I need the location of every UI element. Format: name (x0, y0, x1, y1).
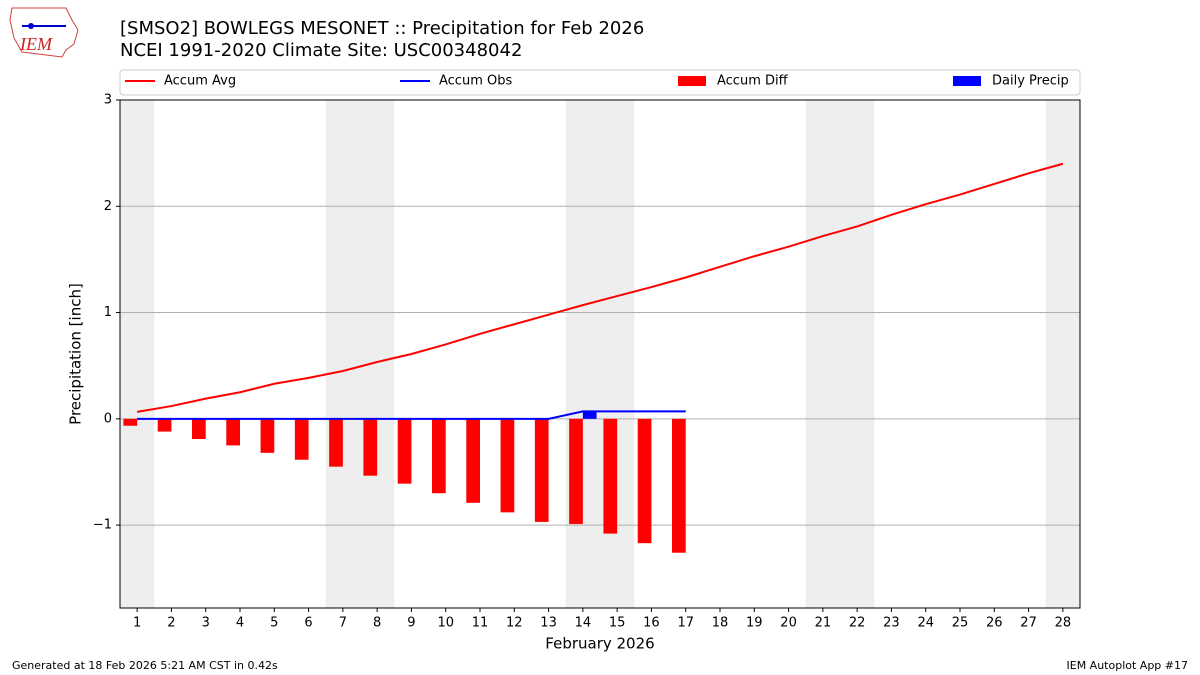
legend-label: Accum Diff (717, 74, 789, 89)
x-tick-label: 6 (304, 616, 312, 631)
footer-right: IEM Autoplot App #17 (1067, 659, 1189, 672)
shaded-day (325, 100, 360, 608)
x-tick-label: 23 (883, 616, 900, 631)
legend-box (119, 69, 1081, 96)
shaded-day (1045, 100, 1080, 608)
line (137, 410, 686, 420)
x-tick-label: 16 (643, 616, 660, 631)
bar (466, 418, 480, 503)
logo: IEM (9, 7, 79, 58)
y-tick-label: 3 (104, 93, 112, 108)
x-tick-label: 15 (609, 616, 626, 631)
bar (157, 418, 172, 432)
bar (123, 418, 138, 426)
logo-text: IEM (19, 34, 53, 54)
x-tick-label: 22 (849, 616, 866, 631)
x-tick-label: 26 (986, 616, 1003, 631)
bar (603, 418, 618, 534)
x-tick-label: 19 (746, 616, 763, 631)
legend-swatch (953, 76, 981, 86)
footer-left: Generated at 18 Feb 2026 5:21 AM CST in … (12, 659, 278, 672)
x-tick-label: 21 (815, 616, 832, 631)
bar (534, 418, 549, 522)
x-tick-label: 18 (712, 616, 729, 631)
x-tick-label: 10 (437, 616, 454, 631)
x-tick-label: 5 (270, 616, 278, 631)
line (136, 162, 1064, 413)
x-tick-label: 14 (575, 616, 592, 631)
shaded-day (360, 100, 395, 608)
legend-label: Daily Precip (992, 74, 1069, 89)
chart-subtitle: NCEI 1991-2020 Climate Site: USC00348042 (120, 40, 522, 61)
x-tick-label: 17 (677, 616, 694, 631)
x-tick-label: 11 (472, 616, 489, 631)
x-tick-label: 7 (339, 616, 347, 631)
bar (294, 418, 309, 460)
y-tick-label: −1 (93, 518, 112, 533)
x-tick-label: 1 (133, 616, 141, 631)
chart-title: [SMSO2] BOWLEGS MESONET :: Precipitation… (120, 18, 644, 39)
y-axis-label: Precipitation [inch] (67, 283, 85, 425)
y-tick-label: 0 (104, 411, 112, 426)
x-tick-label: 25 (952, 616, 969, 631)
plot-frame (119, 99, 1081, 609)
x-tick-label: 12 (506, 616, 523, 631)
bar (637, 418, 652, 544)
shaded-day (840, 100, 875, 608)
legend-label: Accum Avg (164, 74, 236, 89)
x-tick-label: 9 (407, 616, 415, 631)
bar (500, 418, 515, 513)
plot-area (120, 99, 1080, 608)
y-tick-label: 1 (104, 305, 112, 320)
legend-label: Accum Obs (439, 74, 512, 89)
bar (569, 418, 583, 525)
logo-outline (9, 7, 79, 58)
bar (397, 418, 412, 484)
shaded-day (805, 100, 840, 608)
y-tick-label: 2 (104, 199, 112, 214)
bar (363, 418, 378, 476)
x-tick-label: 28 (1055, 616, 1072, 631)
x-axis-label: February 2026 (545, 635, 654, 653)
x-tick-label: 13 (540, 616, 557, 631)
shaded-day (565, 100, 600, 608)
x-tick-label: 8 (373, 616, 381, 631)
bar (226, 418, 240, 446)
shaded-day (120, 100, 155, 608)
bar (192, 418, 206, 440)
bar (432, 418, 446, 494)
bar (582, 411, 597, 419)
bar (260, 418, 275, 453)
x-tick-label: 27 (1020, 616, 1037, 631)
bar (329, 418, 343, 467)
x-tick-label: 4 (236, 616, 244, 631)
x-tick-label: 2 (167, 616, 175, 631)
x-tick-label: 24 (917, 616, 934, 631)
logo-dot (28, 23, 34, 29)
x-tick-label: 20 (780, 616, 797, 631)
legend-swatch (678, 76, 706, 86)
x-tick-label: 3 (202, 616, 210, 631)
bar (672, 418, 686, 553)
